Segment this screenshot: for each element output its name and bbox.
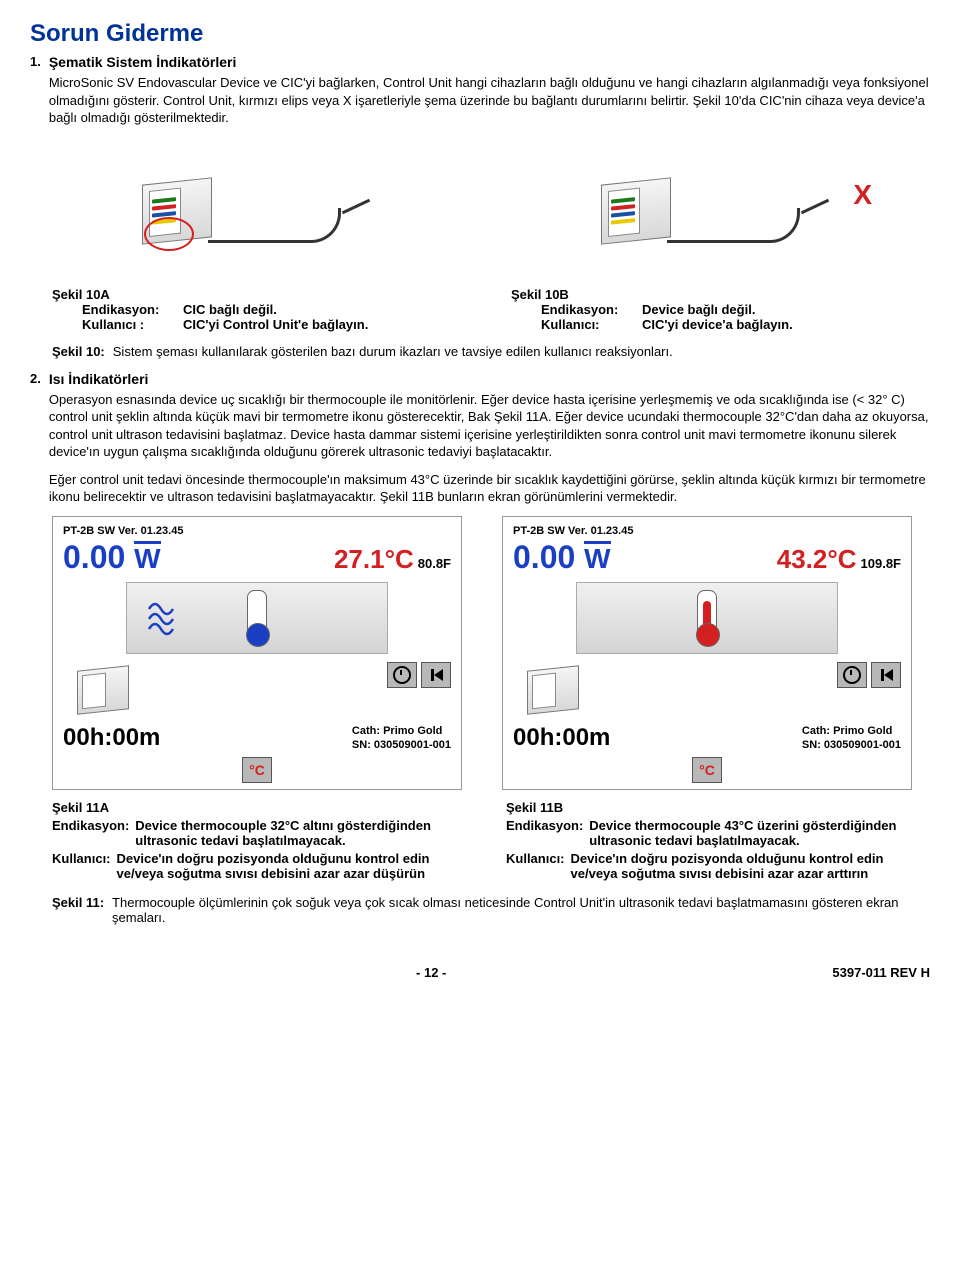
fig10a-label: Şekil 10A xyxy=(52,287,110,302)
section1-para: MicroSonic SV Endovascular Device ve CIC… xyxy=(49,74,930,127)
clock-icon xyxy=(387,662,417,688)
fig10b-k2: Kullanıcı: xyxy=(541,317,636,332)
fig11b-k1: Endikasyon: xyxy=(506,818,583,848)
screenB-tempF: 109.8F xyxy=(861,556,901,571)
fig11a-v2: Device'ın doğru pozisyonda olduğunu kont… xyxy=(117,851,466,881)
screenB-cath: Cath: Primo Gold xyxy=(802,725,892,737)
wave-icon xyxy=(145,597,185,640)
screenA-sw: PT-2B SW Ver. 01.23.45 xyxy=(63,525,451,537)
screen-11b: PT-2B SW Ver. 01.23.45 0.00 W 43.2°C 109.… xyxy=(502,516,912,790)
section1-head: Şematik Sistem İndikatörleri xyxy=(49,54,930,70)
fig10a-k1: Endikasyon: xyxy=(82,302,177,317)
screenB-sn: SN: 030509001-001 xyxy=(802,739,901,751)
fig10b-k1: Endikasyon: xyxy=(541,302,636,317)
screenA-timer: 00h:00m xyxy=(63,724,160,752)
fig11a-k2: Kullanıcı: xyxy=(52,851,111,881)
screenB-watt: 0.00 W xyxy=(513,539,611,576)
fig11-caption-label: Şekil 11: xyxy=(52,895,104,925)
fig10a-k2: Kullanıcı : xyxy=(82,317,177,332)
fig11b-k2: Kullanıcı: xyxy=(506,851,565,881)
screenA-watt: 0.00 W xyxy=(63,539,161,576)
thermometer-red-icon xyxy=(697,590,717,646)
screenB-sw: PT-2B SW Ver. 01.23.45 xyxy=(513,525,901,537)
thermometer-blue-icon xyxy=(247,590,267,646)
device-mini-icon xyxy=(527,665,579,714)
unit-c-icon: °C xyxy=(242,757,272,783)
fig10b-label: Şekil 10B xyxy=(511,287,569,302)
section1-num: 1. xyxy=(30,54,41,131)
fig11a-k1: Endikasyon: xyxy=(52,818,129,848)
screenA-tempF: 80.8F xyxy=(418,556,451,571)
fig10b-v1: Device bağlı değil. xyxy=(642,302,755,317)
unit-c-icon: °C xyxy=(692,757,722,783)
skip-back-icon xyxy=(871,662,901,688)
screenA-tempC: 27.1°C xyxy=(334,544,414,574)
footer-page: - 12 - xyxy=(416,965,446,980)
screenB-tempC: 43.2°C xyxy=(777,544,857,574)
fig11b-v2: Device'ın doğru pozisyonda olduğunu kont… xyxy=(571,851,920,881)
fig11a-label: Şekil 11A xyxy=(52,800,109,815)
page-title: Sorun Giderme xyxy=(30,20,930,48)
screenB-timer: 00h:00m xyxy=(513,724,610,752)
fig10a-v1: CIC bağlı değil. xyxy=(183,302,277,317)
fig10b-v2: CIC'yi device'a bağlayın. xyxy=(642,317,793,332)
fig11-caption-text: Thermocouple ölçümlerinin çok soğuk veya… xyxy=(112,895,920,925)
section2-head: Isı İndikatörleri xyxy=(49,371,930,387)
fig11a-v1: Device thermocouple 32°C altını gösterdi… xyxy=(135,818,466,848)
footer-rev: 5397-011 REV H xyxy=(832,965,930,980)
skip-back-icon xyxy=(421,662,451,688)
figure-10a-diagram xyxy=(52,141,461,281)
section2-num: 2. xyxy=(30,371,41,510)
figure-10b-diagram: X xyxy=(511,141,920,281)
fig10-caption-text: Sistem şeması kullanılarak gösterilen ba… xyxy=(113,344,673,359)
fig10-caption-label: Şekil 10: xyxy=(52,344,105,359)
section2-p1: Operasyon esnasında device uç sıcaklığı … xyxy=(49,391,930,461)
section2-p2: Eğer control unit tedavi öncesinde therm… xyxy=(49,471,930,506)
screenA-sn: SN: 030509001-001 xyxy=(352,739,451,751)
screen-11a: PT-2B SW Ver. 01.23.45 0.00 W 27.1°C 80.8… xyxy=(52,516,462,790)
fig11b-v1: Device thermocouple 43°C üzerini gösterd… xyxy=(589,818,920,848)
fig11b-label: Şekil 11B xyxy=(506,800,563,815)
fig10a-v2: CIC'yi Control Unit'e bağlayın. xyxy=(183,317,368,332)
screenA-cath: Cath: Primo Gold xyxy=(352,725,442,737)
clock-icon xyxy=(837,662,867,688)
device-mini-icon xyxy=(77,665,129,714)
